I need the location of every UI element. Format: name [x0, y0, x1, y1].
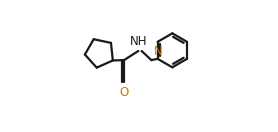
Text: N: N: [154, 45, 163, 58]
Text: O: O: [119, 86, 129, 99]
Text: NH: NH: [130, 35, 147, 48]
